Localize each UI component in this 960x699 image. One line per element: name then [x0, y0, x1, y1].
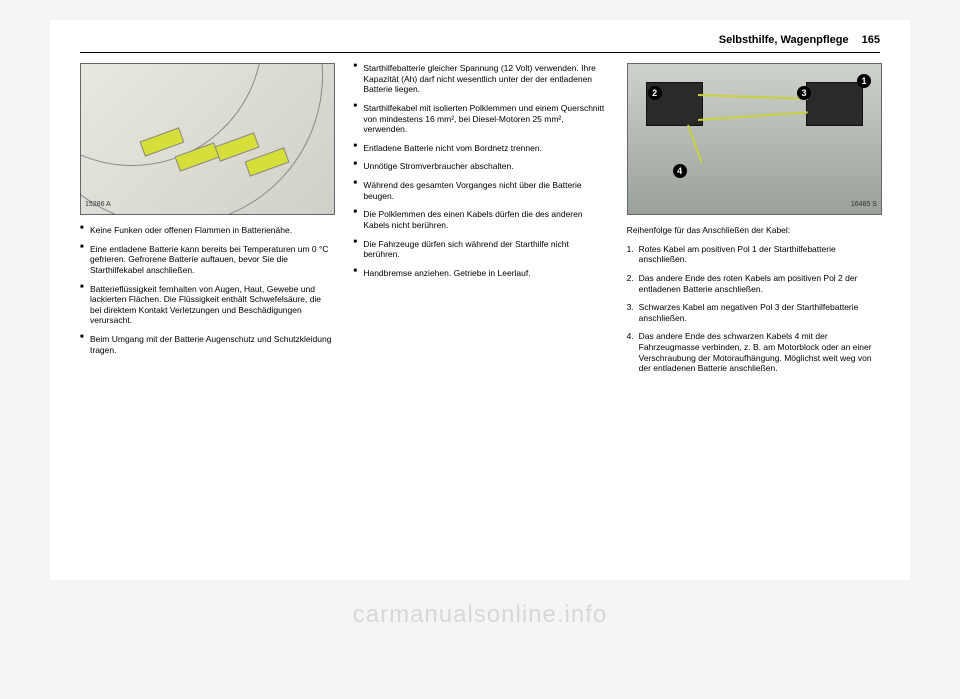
list-item: Starthilfekabel mit isolierten Polklemme… [353, 103, 606, 135]
section-title: Selbsthilfe, Wagenpflege [719, 34, 849, 46]
figure-jumper-cables: 15286 A [80, 63, 335, 215]
list-item: Während des gesamten Vorganges nicht übe… [353, 180, 606, 201]
list-item: Beim Umgang mit der Batterie Augenschutz… [80, 334, 333, 355]
marker-3: 3 [797, 86, 811, 100]
list-item: Keine Funken oder offenen Flammen in Bat… [80, 225, 333, 236]
list-item: Rotes Kabel am positiven Pol 1 der Start… [627, 244, 880, 265]
col1-bullet-list: Keine Funken oder offenen Flammen in Bat… [80, 225, 333, 355]
list-item: Entladene Batterie nicht vom Bordnetz tr… [353, 143, 606, 154]
list-item: Batterieflüssigkeit fernhalten von Augen… [80, 284, 333, 327]
figure-1-label: 15286 A [85, 201, 111, 210]
manual-page: Selbsthilfe, Wagenpflege 165 15286 A Kei… [50, 20, 910, 580]
col2-bullet-list: Starthilfebatterie gleicher Spannung (12… [353, 63, 606, 278]
marker-4: 4 [673, 164, 687, 178]
watermark-text: carmanualsonline.info [0, 601, 960, 629]
list-item: Handbremse anziehen. Getriebe in Leerlau… [353, 268, 606, 279]
figure-engine-bay: 1 2 3 4 16485 S [627, 63, 882, 215]
column-1: 15286 A Keine Funken oder offenen Flamme… [80, 63, 333, 382]
figure-2-label: 16485 S [851, 201, 877, 210]
list-item: Die Fahrzeuge dürfen sich während der St… [353, 239, 606, 260]
list-item: Unnötige Stromverbraucher abschalten. [353, 161, 606, 172]
list-item: Das andere Ende des schwarzen Kabels 4 m… [627, 331, 880, 374]
list-item: Schwarzes Kabel am negativen Pol 3 der S… [627, 302, 880, 323]
content-columns: 15286 A Keine Funken oder offenen Flamme… [80, 63, 880, 382]
list-item: Starthilfebatterie gleicher Spannung (12… [353, 63, 606, 95]
steps-intro: Reihenfolge für das Anschließen der Kabe… [627, 225, 880, 236]
column-3: 1 2 3 4 16485 S Reihenfolge für das Ansc… [627, 63, 880, 382]
list-item: Das andere Ende des roten Kabels am posi… [627, 273, 880, 294]
marker-2: 2 [648, 86, 662, 100]
list-item: Eine entladene Batterie kann bereits bei… [80, 244, 333, 276]
column-2: Starthilfebatterie gleicher Spannung (12… [353, 63, 606, 382]
page-number: 165 [862, 34, 880, 46]
page-header: Selbsthilfe, Wagenpflege 165 [80, 34, 880, 53]
col3-step-list: Rotes Kabel am positiven Pol 1 der Start… [627, 244, 880, 374]
list-item: Die Polklemmen des einen Kabels dürfen d… [353, 209, 606, 230]
marker-1: 1 [857, 74, 871, 88]
